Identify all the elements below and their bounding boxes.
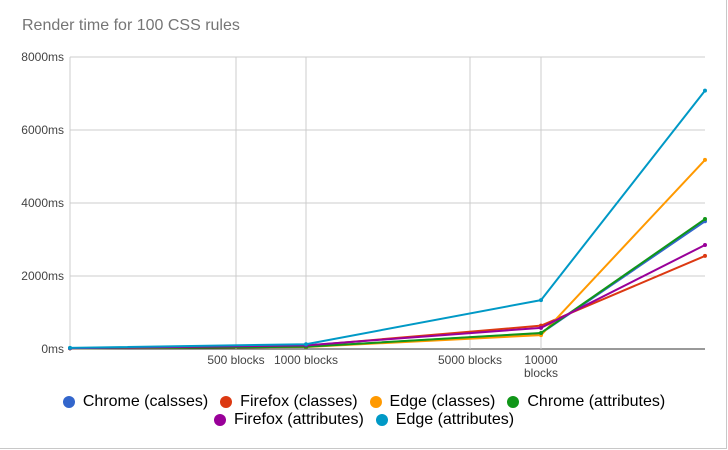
data-point: [703, 242, 707, 247]
x-tick-label: 10000 blocks: [524, 353, 558, 380]
series-edge-classes: [68, 157, 707, 351]
x-axis-ticks: 500 blocks 1000 blocks 5000 blocks 10000 blo…: [207, 353, 558, 380]
legend-marker: [213, 414, 226, 426]
grid-lines: [69, 56, 705, 350]
legend-marker: [369, 396, 382, 408]
series-line: [69, 255, 706, 350]
legend-marker: [220, 396, 233, 408]
legend-item[interactable]: Edge (classes): [369, 393, 496, 411]
series-line: [69, 159, 706, 350]
legend-row-2: Firefox (attributes) Edge (attributes): [0, 411, 728, 429]
data-point: [703, 157, 707, 162]
series-edge-attributes: [68, 88, 707, 350]
legend-label: Firefox (attributes): [233, 411, 364, 428]
data-point: [703, 217, 707, 222]
y-tick-label: 2000ms: [21, 269, 64, 283]
x-tick-label: 5000 blocks: [438, 353, 502, 367]
legend-item[interactable]: Firefox (attributes): [213, 411, 364, 429]
legend-item[interactable]: Edge (attributes): [375, 411, 515, 429]
legend-marker: [375, 414, 388, 426]
y-tick-label: 8000ms: [21, 50, 64, 64]
data-point: [304, 342, 308, 347]
legend-label: Edge (attributes): [395, 411, 515, 428]
y-tick-label: 0ms: [41, 342, 64, 356]
legend-label: Chrome (attributes): [527, 393, 666, 410]
legend-label: Chrome (calsses): [82, 393, 209, 410]
y-tick-label: 6000ms: [21, 123, 64, 137]
x-tick-label: 1000 blocks: [274, 353, 338, 367]
data-point: [68, 345, 72, 350]
data-point: [539, 325, 543, 330]
legend-label: Firefox (classes): [240, 393, 358, 410]
y-axis-ticks: 0ms 2000ms 4000ms 6000ms 8000ms: [21, 50, 64, 356]
x-tick-label: 500 blocks: [207, 353, 264, 367]
legend-item[interactable]: Chrome (calsses): [62, 393, 209, 411]
chart-title: Render time for 100 CSS rules: [22, 17, 240, 34]
data-point: [539, 298, 543, 303]
y-tick-label: 4000ms: [21, 196, 64, 210]
legend-marker: [62, 396, 75, 408]
legend-row-1: Chrome (calsses) Firefox (classes) Edge (c…: [0, 393, 728, 411]
series-firefox-classes: [68, 253, 707, 351]
legend-item[interactable]: Firefox (classes): [220, 393, 358, 411]
data-point: [703, 253, 707, 258]
series-lines: [68, 88, 707, 351]
data-point: [539, 330, 543, 335]
legend-item[interactable]: Chrome (attributes): [507, 393, 665, 411]
series-chrome-attributes: [68, 217, 707, 351]
data-point: [703, 88, 707, 93]
legend-label: Edge (classes): [389, 393, 496, 410]
legend-marker: [507, 396, 520, 408]
series-line: [69, 89, 706, 349]
